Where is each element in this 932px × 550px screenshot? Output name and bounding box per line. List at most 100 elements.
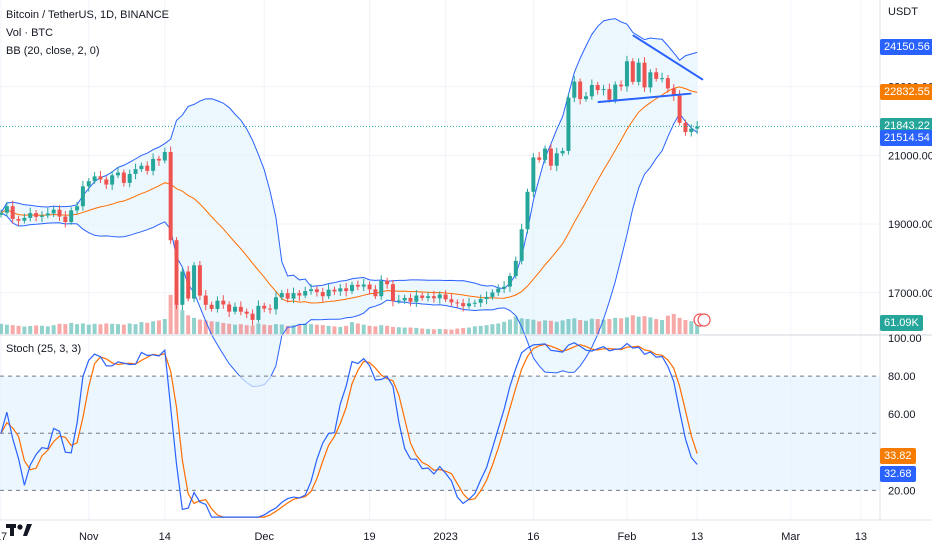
volume-bar[interactable] bbox=[244, 325, 249, 334]
volume-bar[interactable] bbox=[636, 316, 641, 334]
volume-bar[interactable] bbox=[560, 320, 565, 334]
volume-bar[interactable] bbox=[285, 325, 290, 334]
candle[interactable] bbox=[607, 89, 612, 100]
volume-bar[interactable] bbox=[572, 318, 577, 334]
candle[interactable] bbox=[490, 292, 495, 297]
volume-bar[interactable] bbox=[262, 324, 267, 334]
candle[interactable] bbox=[630, 61, 635, 82]
candle[interactable] bbox=[156, 158, 161, 161]
candle[interactable] bbox=[443, 294, 448, 300]
bollinger-legend[interactable]: BB (20, close, 2, 0) bbox=[6, 45, 100, 57]
candle[interactable] bbox=[519, 229, 524, 261]
candle[interactable] bbox=[507, 275, 512, 287]
candle[interactable] bbox=[326, 289, 331, 297]
volume-bar[interactable] bbox=[449, 329, 454, 334]
volume-bar[interactable] bbox=[332, 326, 337, 334]
candle[interactable] bbox=[344, 288, 349, 292]
candle[interactable] bbox=[525, 191, 530, 230]
volume-bar[interactable] bbox=[238, 324, 243, 334]
volume-bar[interactable] bbox=[584, 320, 588, 334]
candle[interactable] bbox=[4, 206, 9, 213]
candle[interactable] bbox=[250, 313, 255, 320]
volume-bar[interactable] bbox=[273, 324, 278, 334]
candle[interactable] bbox=[0, 212, 3, 215]
candle[interactable] bbox=[151, 158, 156, 171]
candle[interactable] bbox=[174, 240, 179, 305]
volume-bar[interactable] bbox=[98, 324, 103, 334]
candle[interactable] bbox=[572, 81, 577, 98]
candle[interactable] bbox=[379, 280, 384, 297]
volume-bar[interactable] bbox=[279, 324, 284, 334]
candle[interactable] bbox=[28, 213, 33, 218]
candle[interactable] bbox=[548, 148, 553, 166]
volume-bar[interactable] bbox=[209, 321, 214, 334]
candle[interactable] bbox=[145, 165, 150, 171]
volume-bar[interactable] bbox=[256, 323, 261, 334]
time-axis[interactable]: 17 Nov 14 Dec 19 2023 16 Feb 13 Mar 13 bbox=[0, 531, 867, 543]
candle[interactable] bbox=[338, 288, 343, 292]
candle[interactable] bbox=[414, 295, 419, 302]
candle[interactable] bbox=[566, 97, 571, 151]
candle[interactable] bbox=[373, 289, 378, 297]
candle[interactable] bbox=[186, 271, 191, 299]
volume-bar[interactable] bbox=[630, 315, 635, 334]
volume-bar[interactable] bbox=[139, 322, 144, 334]
volume-bar[interactable] bbox=[34, 325, 39, 335]
stochastic-legend[interactable]: Stoch (25, 3, 3) bbox=[6, 343, 82, 355]
volume-bar[interactable] bbox=[326, 325, 331, 334]
candle[interactable] bbox=[314, 289, 319, 293]
candle[interactable] bbox=[584, 96, 588, 100]
volume-bar[interactable] bbox=[496, 323, 501, 334]
volume-bar[interactable] bbox=[63, 324, 68, 334]
volume-bar[interactable] bbox=[45, 326, 50, 334]
candle[interactable] bbox=[426, 296, 431, 298]
candle[interactable] bbox=[69, 210, 74, 223]
candle[interactable] bbox=[642, 62, 647, 88]
volume-bar[interactable] bbox=[145, 322, 150, 334]
candle[interactable] bbox=[472, 302, 477, 304]
candle[interactable] bbox=[437, 294, 442, 299]
candle[interactable] bbox=[390, 284, 395, 302]
candle[interactable] bbox=[168, 151, 173, 241]
candle[interactable] bbox=[478, 298, 483, 303]
candle[interactable] bbox=[402, 297, 407, 301]
volume-bar[interactable] bbox=[665, 315, 670, 334]
volume-bar[interactable] bbox=[110, 323, 115, 334]
volume-bar[interactable] bbox=[303, 323, 308, 334]
candle[interactable] bbox=[455, 302, 460, 304]
candle[interactable] bbox=[449, 299, 454, 303]
stoch-d-line[interactable] bbox=[0, 343, 698, 518]
candle[interactable] bbox=[654, 72, 659, 79]
volume-bar[interactable] bbox=[502, 321, 507, 334]
event-flag-icon[interactable] bbox=[697, 313, 711, 327]
trendline-lower[interactable] bbox=[597, 92, 692, 104]
candle[interactable] bbox=[396, 300, 401, 302]
volume-bar[interactable] bbox=[39, 325, 44, 334]
volume-bar[interactable] bbox=[472, 326, 477, 334]
volume-bar[interactable] bbox=[683, 320, 688, 334]
candle[interactable] bbox=[63, 216, 68, 223]
volume-bar[interactable] bbox=[531, 319, 536, 334]
candle[interactable] bbox=[560, 150, 565, 154]
candle[interactable] bbox=[86, 181, 91, 187]
candle[interactable] bbox=[671, 88, 676, 96]
candle[interactable] bbox=[127, 173, 132, 183]
volume-bar[interactable] bbox=[162, 319, 167, 334]
volume-legend[interactable]: Vol · BTC bbox=[6, 27, 54, 39]
candle[interactable] bbox=[203, 295, 208, 305]
volume-bar[interactable] bbox=[390, 326, 395, 334]
volume-bar[interactable] bbox=[420, 328, 425, 334]
volume-bar[interactable] bbox=[624, 317, 629, 334]
candle[interactable] bbox=[279, 293, 284, 298]
volume-bar[interactable] bbox=[203, 320, 208, 334]
volume-bar[interactable] bbox=[133, 324, 138, 334]
candle[interactable] bbox=[285, 293, 290, 299]
volume-bar[interactable] bbox=[309, 324, 314, 334]
candle[interactable] bbox=[513, 260, 518, 276]
candle[interactable] bbox=[244, 311, 249, 314]
volume-bar[interactable] bbox=[80, 323, 85, 334]
volume-bar[interactable] bbox=[525, 319, 530, 334]
volume-bar[interactable] bbox=[350, 322, 354, 334]
candle[interactable] bbox=[80, 186, 85, 207]
